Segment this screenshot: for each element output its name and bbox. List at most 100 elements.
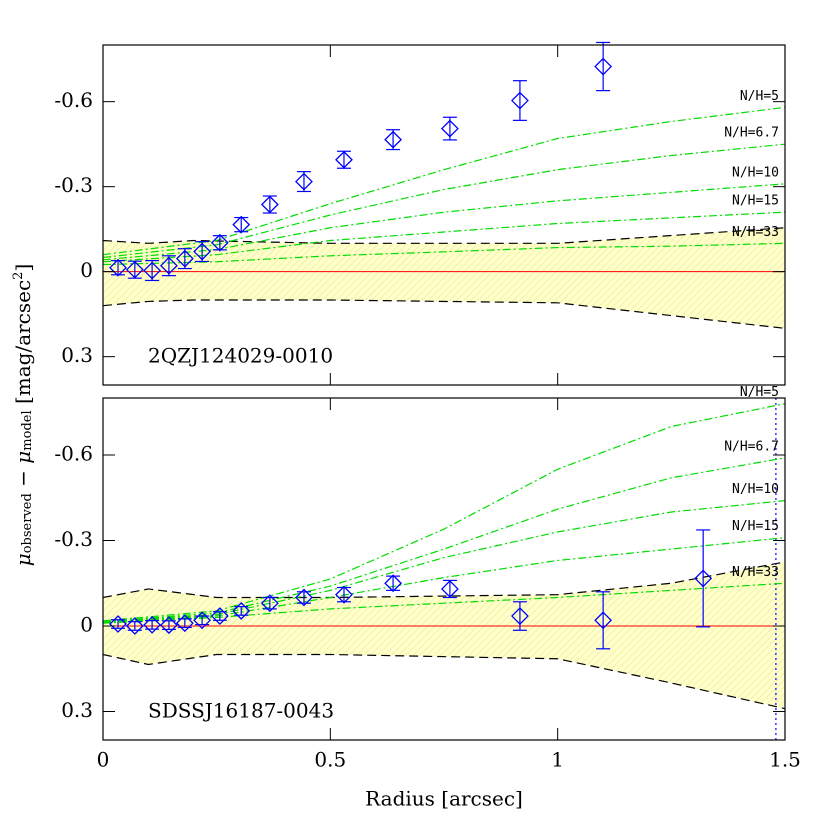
y-tick-label: -0.6 [54, 88, 93, 112]
band-edge [102, 299, 786, 329]
y-tick-label: 0.3 [61, 698, 93, 722]
data-point [193, 611, 212, 630]
data-point [335, 150, 353, 169]
error-bar [262, 596, 277, 610]
y-axis-label: μobserved − μmodel [mag/arcsec2] [11, 264, 36, 567]
data-point [109, 615, 127, 633]
model-line [102, 457, 786, 623]
x-tick-label: 0 [97, 748, 110, 772]
model-label: N/H=6.7 [724, 126, 779, 141]
error-bar [596, 41, 611, 92]
error-bar [386, 129, 401, 151]
model-label: N/H=15 [732, 519, 779, 534]
model-line [102, 582, 786, 624]
plot-frame [102, 397, 786, 741]
y-tick-label: -0.6 [54, 442, 93, 466]
data-point [109, 258, 127, 277]
error-bar [234, 216, 249, 233]
model-label: N/H=5 [740, 89, 779, 104]
error-bar [195, 615, 210, 626]
data-point [260, 195, 279, 214]
x-tick-label: 0.5 [314, 748, 346, 772]
error-bar [296, 591, 311, 604]
data-point [143, 261, 162, 280]
y-tick-label: -0.3 [54, 173, 93, 197]
error-bar [296, 171, 311, 193]
data-point [295, 588, 313, 607]
y-tick-label: 0 [80, 613, 93, 637]
data-point [232, 601, 251, 620]
error-bar [111, 619, 126, 629]
model-line [102, 537, 786, 624]
model-label: N/H=33 [732, 225, 779, 240]
error-bar [262, 195, 277, 214]
x-tick-label: 1.5 [769, 748, 801, 772]
error-bar [177, 618, 192, 629]
model-label: N/H=6.7 [724, 439, 779, 454]
data-point [193, 242, 212, 261]
data-point [440, 119, 459, 138]
panel-label: 2QZJ124029-0010 [148, 344, 333, 368]
error-bar [512, 601, 527, 631]
y-axis-label-part: observed [20, 493, 35, 553]
error-bar [442, 579, 457, 599]
error-bar [161, 255, 176, 277]
error-bar [336, 150, 351, 169]
error-bar [145, 619, 160, 630]
band-edge [102, 653, 786, 710]
error-bar [127, 621, 142, 631]
y-axis-label-part: [mag/arcsec [11, 280, 35, 411]
data-point [175, 614, 194, 633]
model-label: N/H=15 [732, 194, 779, 209]
error-bar [234, 606, 249, 616]
data-point [160, 256, 178, 275]
data-point [260, 594, 279, 613]
error-bar [512, 80, 527, 121]
y-tick-label: 0 [80, 258, 93, 282]
y-tick-label: -0.3 [54, 527, 93, 551]
model-line [102, 500, 786, 623]
data-point [440, 580, 459, 598]
data-point [384, 574, 402, 593]
model-label: N/H=5 [740, 385, 779, 400]
error-bar [177, 248, 192, 270]
error-bar [145, 260, 160, 282]
data-point [210, 607, 229, 625]
band-hatch [103, 227, 785, 329]
y-axis-label-part: model [20, 410, 35, 450]
error-bar [386, 575, 401, 591]
model-label: N/H=33 [732, 565, 779, 580]
model-line [102, 143, 786, 259]
data-point [210, 233, 229, 252]
error-bar [161, 620, 176, 631]
y-axis-label-part: μ [11, 553, 35, 566]
error-bar [596, 591, 611, 650]
model-line [102, 211, 786, 263]
y-axis-label-part: 2 [11, 272, 26, 280]
data-point [295, 172, 313, 191]
data-point [143, 615, 162, 634]
band-edge [102, 227, 786, 244]
error-bar [195, 241, 210, 263]
data-point [335, 585, 353, 604]
model-line [102, 106, 786, 256]
data-point [125, 617, 144, 635]
error-bar [696, 529, 711, 628]
model-label: N/H=10 [732, 482, 779, 497]
band-hatch [103, 561, 785, 709]
data-point [594, 611, 613, 630]
data-point [232, 215, 251, 234]
x-axis-label: Radius [arcsec] [365, 787, 523, 811]
plot-frame [102, 44, 786, 386]
data-point [511, 91, 529, 110]
y-axis-label-part: ] [11, 264, 35, 272]
data-point [160, 616, 178, 635]
y-tick-label: 0.3 [61, 343, 93, 367]
error-bar [212, 611, 227, 621]
data-point [594, 57, 613, 76]
data-point [511, 607, 529, 625]
model-line [102, 242, 786, 266]
panel-label: SDSSJ16187-0043 [148, 699, 334, 723]
y-axis-label-part: − μ [11, 451, 35, 493]
